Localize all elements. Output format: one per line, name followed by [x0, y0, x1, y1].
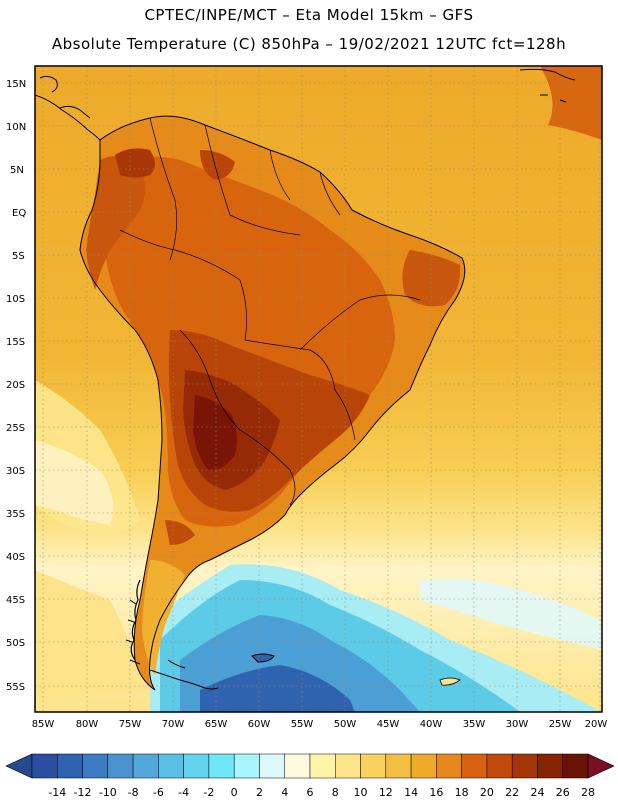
colorbar-swatch: [132, 753, 159, 779]
lat-label: 25S: [6, 423, 25, 434]
lat-label: 30S: [6, 466, 25, 477]
map-title: CPTEC/INPE/MCT – Eta Model 15km – GFS: [144, 6, 474, 24]
lon-label: 50W: [334, 719, 357, 730]
lat-label: 15S: [6, 337, 25, 348]
colorbar-swatch: [183, 753, 210, 779]
colorbar-label: 28: [581, 786, 595, 799]
colorbar: -14 -12 -10 -8 -6 -4 -2 0 2 4 6 8 10 12 14 16 18 20 22 24 26…: [5, 753, 615, 799]
colorbar-swatch: [335, 753, 361, 779]
colorbar-swatch: [562, 753, 589, 779]
colorbar-low-arrow: [5, 753, 33, 779]
map-subtitle: Absolute Temperature (C) 850hPa – 19/02/…: [51, 35, 567, 53]
colorbar-swatch: [31, 753, 58, 779]
colorbar-swatch: [259, 753, 285, 779]
colorbar-swatch: [537, 753, 563, 779]
colorbar-swatch: [107, 753, 134, 779]
lat-label: 55S: [6, 682, 25, 693]
lat-label: EQ: [12, 208, 26, 219]
latitude-axis: 15N 10N 5N EQ 5S 10S 15S 20S 25S 30S 35S…: [6, 79, 26, 693]
colorbar-swatch: [82, 753, 109, 779]
colorbar-swatch: [385, 753, 412, 779]
lat-label: 20S: [6, 380, 25, 391]
lat-label: 10N: [6, 122, 26, 133]
lon-label: 75W: [119, 719, 142, 730]
colorbar-label: 2: [256, 786, 263, 799]
lon-label: 45W: [377, 719, 400, 730]
colorbar-label: 20: [480, 786, 494, 799]
lon-label: 40W: [420, 719, 443, 730]
colorbar-label: 24: [530, 786, 544, 799]
lon-label: 70W: [162, 719, 185, 730]
colorbar-label: 16: [429, 786, 443, 799]
colorbar-label: 0: [231, 786, 238, 799]
lon-label: 25W: [549, 719, 572, 730]
lon-label: 35W: [463, 719, 486, 730]
colorbar-swatch: [511, 753, 538, 779]
map-field: [35, 66, 602, 712]
colorbar-swatch: [436, 753, 462, 779]
plot-frame: [34, 65, 603, 713]
lon-label: 65W: [205, 719, 228, 730]
colorbar-swatch: [158, 753, 184, 779]
graticule: [35, 66, 602, 712]
lat-label: 45S: [6, 595, 25, 606]
colorbar-label: -12: [74, 786, 92, 799]
lon-label: 80W: [76, 719, 99, 730]
lon-label: 30W: [506, 719, 529, 730]
coastlines: [35, 68, 576, 691]
colorbar-swatch: [57, 753, 83, 779]
lon-label: 60W: [248, 719, 271, 730]
colorbar-label: 6: [307, 786, 314, 799]
colorbar-swatch: [233, 753, 260, 779]
lat-label: 5N: [10, 165, 24, 176]
colorbar-label: 10: [354, 786, 368, 799]
lat-label: 35S: [6, 509, 25, 520]
colorbar-label: -2: [203, 786, 214, 799]
colorbar-swatch: [284, 753, 311, 779]
lon-label: 85W: [32, 719, 55, 730]
lat-label: 50S: [6, 638, 25, 649]
lat-label: 40S: [6, 552, 25, 563]
colorbar-label: 12: [379, 786, 393, 799]
colorbar-label: -4: [178, 786, 189, 799]
colorbar-label: 22: [505, 786, 519, 799]
lat-label: 5S: [12, 251, 25, 262]
colorbar-high-arrow: [587, 753, 615, 779]
lat-label: 10S: [6, 294, 25, 305]
colorbar-swatch: [410, 753, 437, 779]
colorbar-label: 14: [404, 786, 418, 799]
colorbar-swatch: [486, 753, 513, 779]
lon-label: 20W: [585, 719, 608, 730]
colorbar-label: 8: [332, 786, 339, 799]
colorbar-label: 18: [455, 786, 469, 799]
colorbar-label: 4: [281, 786, 288, 799]
lon-label: 55W: [291, 719, 314, 730]
colorbar-swatch: [360, 753, 387, 779]
colorbar-swatch: [461, 753, 488, 779]
colorbar-label: -14: [48, 786, 66, 799]
longitude-axis: 85W 80W 75W 70W 65W 60W 55W 50W 45W 40W …: [32, 719, 608, 730]
colorbar-swatch: [208, 753, 235, 779]
colorbar-label: -8: [128, 786, 139, 799]
colorbar-label: -10: [99, 786, 117, 799]
lat-label: 15N: [6, 79, 26, 90]
colorbar-swatch: [309, 753, 336, 779]
colorbar-label: -6: [153, 786, 164, 799]
colorbar-label: 26: [556, 786, 570, 799]
